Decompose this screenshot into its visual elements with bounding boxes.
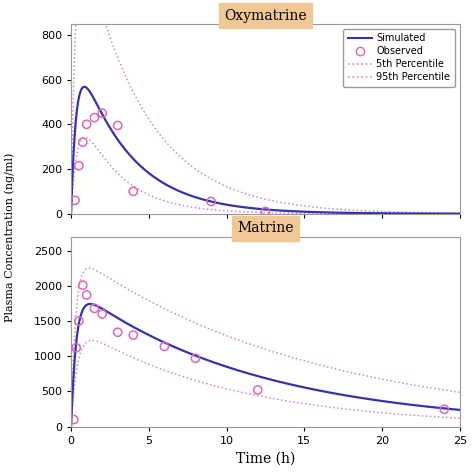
X-axis label: Time (h): Time (h): [236, 451, 295, 465]
Point: [79, 282, 87, 289]
Point: [83, 291, 91, 299]
Point: [254, 386, 262, 394]
Point: [129, 188, 137, 195]
Point: [91, 305, 98, 312]
Title: Matrine: Matrine: [237, 221, 294, 236]
Point: [114, 122, 121, 129]
Point: [75, 317, 82, 325]
Point: [262, 208, 269, 215]
Point: [70, 416, 78, 423]
Point: [75, 162, 82, 170]
Point: [191, 355, 199, 362]
Point: [440, 406, 448, 413]
Legend: Simulated, Observed, 5th Percentile, 95th Percentile: Simulated, Observed, 5th Percentile, 95t…: [343, 28, 455, 87]
Point: [161, 343, 168, 350]
Point: [83, 120, 91, 128]
Point: [99, 310, 106, 318]
Point: [99, 109, 106, 117]
Text: Plasma Concentration (ng/ml): Plasma Concentration (ng/ml): [4, 152, 15, 322]
Point: [91, 114, 98, 121]
Point: [129, 331, 137, 339]
Title: Oxymatrine: Oxymatrine: [224, 9, 307, 23]
Point: [114, 328, 121, 336]
Point: [207, 198, 215, 205]
Point: [73, 344, 80, 352]
Point: [79, 138, 87, 146]
Point: [71, 197, 79, 204]
